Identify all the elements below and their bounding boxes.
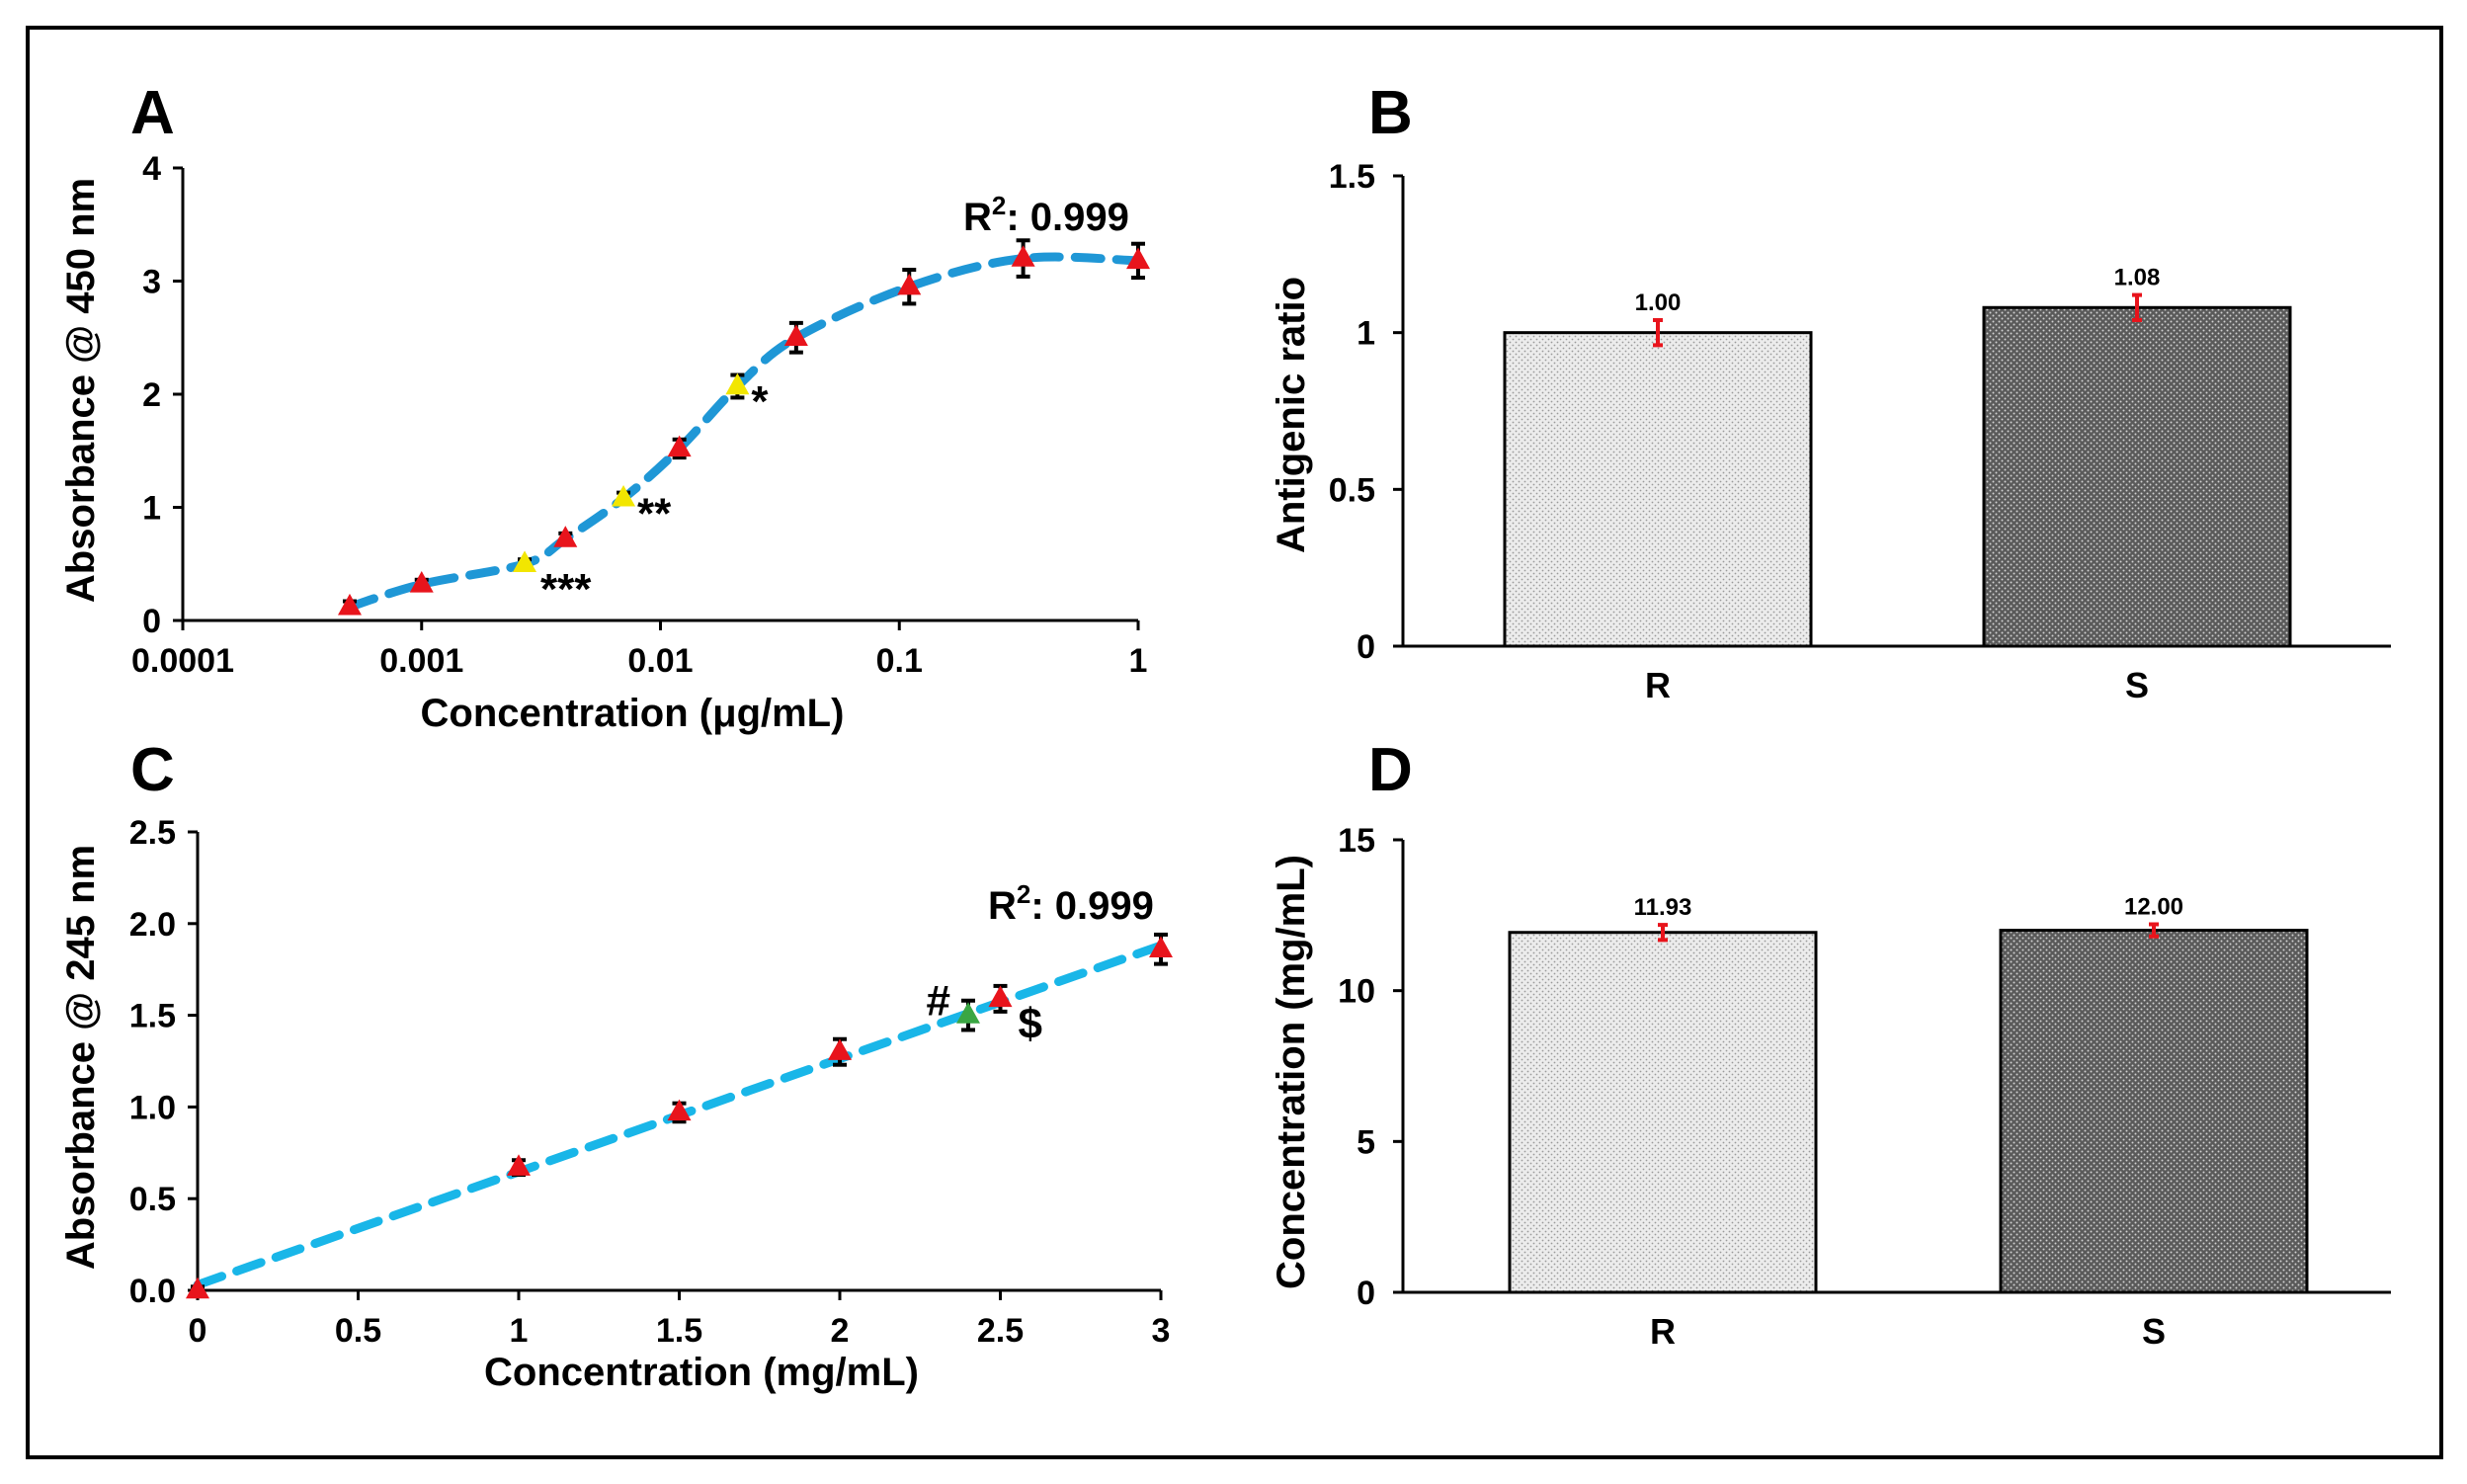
fit-curve (345, 252, 1143, 612)
panel-b-plot: 0 0.5 1 1.5 1.00 R 1.08 S (1329, 158, 2391, 705)
x-axis-label-c: Concentration (mg/mL) (484, 1351, 919, 1394)
y-tick-label: 4 (142, 150, 161, 188)
x-tick-label: 2 (831, 1312, 850, 1350)
panel-c-plot: 0 0.5 1 1.5 2 2.5 3 0.0 0.5 1.0 1.5 2.0 2.5 # $ (129, 814, 1173, 1350)
point-annotation: # (927, 977, 950, 1026)
panel-b: B 0 0.5 1 1.5 1.00 R 1.08 S Antigenic ratio (1270, 79, 2391, 705)
data-point (513, 550, 537, 572)
x-tick-label: 2.5 (977, 1312, 1024, 1350)
y-tick-label: 2 (142, 376, 161, 414)
data-point (988, 985, 1013, 1008)
bar (1999, 929, 2309, 1294)
y-tick-label: 1 (142, 490, 161, 528)
category-label: R (1650, 1311, 1676, 1352)
x-tick-label: 1 (510, 1312, 529, 1350)
y-tick-label: 2.0 (129, 906, 176, 944)
x-tick-label: 1.5 (656, 1312, 702, 1350)
data-point (956, 1002, 980, 1024)
data-point (612, 484, 636, 507)
y-tick-label: 1.5 (1329, 158, 1375, 196)
panel-letter-d: D (1368, 736, 1413, 804)
panel-d-plot: 0 5 10 15 11.93 R 12.00 S (1338, 822, 2391, 1352)
category-label: S (2125, 665, 2149, 705)
data-point (667, 1099, 692, 1121)
y-tick-label: 10 (1338, 973, 1375, 1011)
y-tick-label: 2.5 (129, 814, 176, 852)
data-point (828, 1038, 852, 1060)
y-tick-label: 1.5 (129, 998, 176, 1035)
x-tick-label: 0.0001 (131, 642, 234, 680)
panel-letter-a: A (130, 79, 175, 147)
x-tick-label: 1 (1129, 642, 1148, 680)
y-tick-label: 1 (1357, 315, 1375, 353)
data-point (553, 526, 578, 547)
x-axis-label-a: Concentration (μg/mL) (421, 692, 845, 735)
y-tick-label: 5 (1357, 1123, 1375, 1161)
y-tick-label: 0.0 (129, 1273, 176, 1310)
panel-d: D 0 5 10 15 11.93 R 12.00 S Concentration (mg/m… (1270, 736, 2391, 1352)
x-tick-label: 0.1 (876, 642, 923, 680)
y-tick-label: 1.0 (129, 1089, 176, 1126)
figure-frame (26, 26, 2443, 1459)
bar (1508, 931, 1818, 1294)
point-annotation: * (751, 377, 769, 426)
point-annotation: ** (637, 489, 672, 537)
point-annotation: *** (540, 565, 592, 614)
x-tick-label: 3 (1152, 1312, 1171, 1350)
data-point (1126, 247, 1150, 270)
x-tick-label: 0.01 (627, 642, 693, 680)
y-axis-label-b: Antigenic ratio (1270, 277, 1313, 553)
data-point (507, 1154, 531, 1176)
data-point (667, 435, 692, 457)
y-tick-label: 0 (1357, 1275, 1375, 1312)
y-axis-label-c: Absorbance @ 245 nm (59, 845, 103, 1270)
category-label: S (2142, 1311, 2166, 1352)
bar (1503, 331, 1813, 648)
x-tick-label: 0 (189, 1312, 207, 1350)
bar-value-label: 1.00 (1635, 289, 1682, 316)
y-tick-label: 15 (1338, 822, 1375, 860)
data-point (337, 593, 362, 616)
bar-value-label: 12.00 (2124, 893, 2183, 920)
y-tick-label: 3 (142, 264, 161, 301)
bar (1982, 305, 2292, 648)
y-tick-label: 0 (1357, 628, 1375, 666)
panel-c: C 0 0.5 1 1.5 2 2.5 3 0.0 0.5 1.0 1.5 2.0 2.5 # $ R2: … (59, 736, 1173, 1394)
data-point (1149, 936, 1173, 957)
point-annotation: $ (1019, 1000, 1042, 1048)
data-point (897, 273, 922, 295)
y-axis-label-a: Absorbance @ 450 nm (59, 178, 103, 603)
r2-label-a: R2: 0.999 (963, 191, 1129, 239)
x-tick-label: 0.5 (335, 1312, 381, 1350)
y-tick-label: 0 (142, 603, 161, 640)
y-axis-label-d: Concentration (mg/mL) (1270, 855, 1313, 1289)
y-tick-label: 0.5 (129, 1181, 176, 1218)
data-point (186, 1277, 209, 1299)
data-point (725, 372, 750, 395)
data-point (1011, 245, 1035, 267)
bar-value-label: 11.93 (1634, 894, 1692, 921)
panel-letter-c: C (130, 736, 175, 804)
panel-letter-b: B (1368, 79, 1413, 147)
bar-value-label: 1.08 (2114, 265, 2161, 291)
x-tick-label: 0.001 (379, 642, 463, 680)
data-point (409, 570, 434, 593)
r2-label-c: R2: 0.999 (988, 879, 1154, 928)
category-label: R (1645, 665, 1671, 705)
y-tick-label: 0.5 (1329, 471, 1375, 509)
data-point (783, 324, 808, 346)
